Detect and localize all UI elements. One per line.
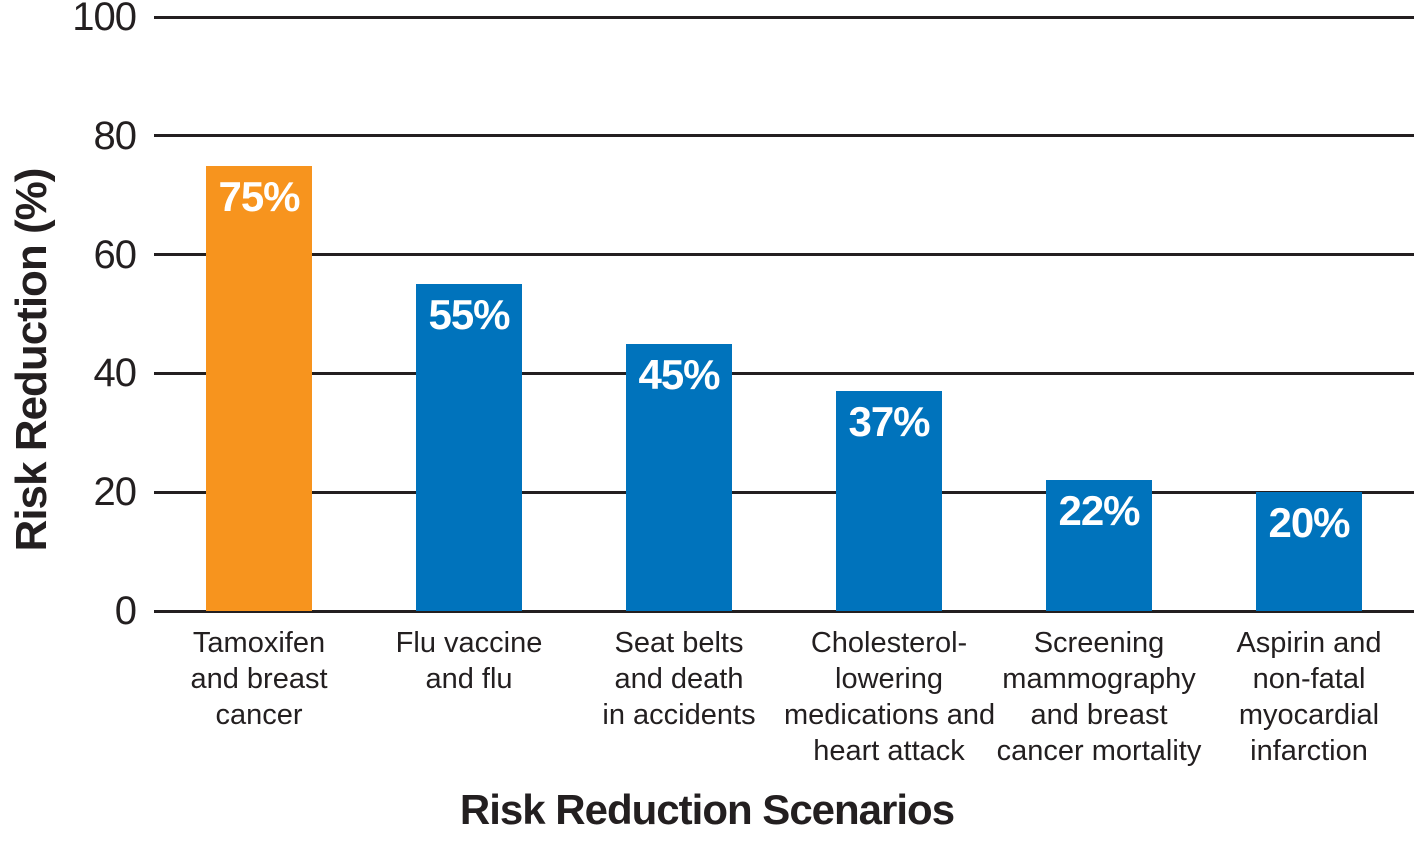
category-label-line: myocardial xyxy=(1238,699,1380,731)
y-tick-label-20: 20 xyxy=(93,470,138,515)
category-label-line: cancer xyxy=(215,699,303,731)
category-label-1: Tamoxifen and breast cancer xyxy=(154,625,364,733)
gridline-40 xyxy=(154,371,1414,375)
bar-value-label: 55% xyxy=(428,291,510,339)
bar-6: 20% xyxy=(1256,492,1362,611)
category-label-line: and death xyxy=(614,663,744,695)
y-tick-label-100: 100 xyxy=(72,0,137,39)
bar-3: 45% xyxy=(626,343,732,611)
category-label-5: Screening mammography and breast cancer mor… xyxy=(994,625,1204,769)
bar-1: 75% xyxy=(206,165,312,611)
category-label-4: Cholesterol-lowering medications and heart… xyxy=(784,625,996,769)
gridline-100 xyxy=(154,15,1414,19)
category-label-2: Flu vaccine and flu xyxy=(364,625,574,697)
bar-2: 55% xyxy=(416,284,522,611)
category-label-line: Aspirin and xyxy=(1236,627,1382,659)
plot-area: 75% 55% 45% 37% 22% 20% Tamoxifen and breast ca… xyxy=(154,0,1414,842)
bar-4: 37% xyxy=(836,391,942,611)
category-label-line: mammography xyxy=(1002,663,1196,695)
bar-value-label: 22% xyxy=(1058,487,1140,535)
gridline-20 xyxy=(154,490,1414,494)
category-label-line: and flu xyxy=(425,663,513,695)
category-label-line: Screening xyxy=(1033,627,1165,659)
bar-value-label: 37% xyxy=(848,398,930,446)
gridline-0 xyxy=(154,609,1414,613)
bar-value-label: 75% xyxy=(218,172,300,220)
category-label-line: Seat belts xyxy=(614,627,744,659)
category-label-line: medications and xyxy=(784,699,996,731)
category-label-line: non-fatal xyxy=(1252,663,1366,695)
category-label-line: Cholesterol- xyxy=(810,627,968,659)
gridline-60 xyxy=(154,253,1414,257)
category-label-line: infarction xyxy=(1250,735,1368,767)
category-label-line: and breast xyxy=(190,663,328,695)
category-label-6: Aspirin and non-fatal myocardial infarction xyxy=(1204,625,1414,769)
y-tick-label-0: 0 xyxy=(114,589,137,633)
y-tick-label-80: 80 xyxy=(93,113,138,158)
category-label-line: Flu vaccine xyxy=(395,627,543,659)
bar-5: 22% xyxy=(1046,480,1152,611)
category-label-3: Seat belts and death in accidents xyxy=(574,625,784,733)
category-label-line: lowering xyxy=(835,663,943,695)
category-label-line: cancer mortality xyxy=(996,735,1202,767)
category-label-line: heart attack xyxy=(813,735,965,767)
bar-value-label: 45% xyxy=(638,350,720,398)
bar-value-label: 20% xyxy=(1268,499,1350,547)
category-label-line: in accidents xyxy=(602,699,756,731)
category-label-line: Tamoxifen xyxy=(192,627,326,659)
y-tick-label-40: 40 xyxy=(93,351,138,396)
gridline-80 xyxy=(154,134,1414,138)
y-tick-label-60: 60 xyxy=(93,232,138,277)
x-axis-title: Risk Reduction Scenarios xyxy=(459,786,955,833)
category-label-line: and breast xyxy=(1030,699,1168,731)
